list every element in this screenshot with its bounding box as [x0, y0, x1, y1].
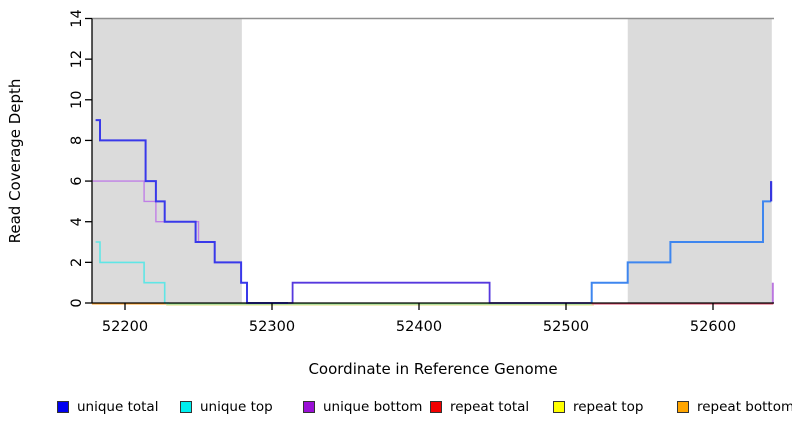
unique-total-left-line — [95, 119, 289, 304]
y-tick-label: 2 — [69, 258, 85, 267]
y-tick-label: 4 — [69, 217, 85, 226]
x-tick-label: 52300 — [249, 319, 295, 335]
legend-label: repeat total — [450, 399, 530, 415]
plot-area: 52200 52300 52400 52500 52600 0 2 4 6 8 10 12 14 — [69, 9, 774, 335]
x-axis-title: Coordinate in Reference Genome — [308, 360, 558, 378]
repeat-bottom-swatch-icon — [677, 401, 689, 413]
legend-label: repeat top — [573, 399, 644, 415]
y-axis-title: Read Coverage Depth — [6, 78, 24, 244]
x-tick-label: 52400 — [396, 319, 442, 335]
legend-item-unique-top: unique top — [180, 399, 273, 415]
y-tick-label: 6 — [69, 176, 85, 185]
unique-top-swatch-icon — [180, 401, 192, 413]
x-tick-label: 52600 — [690, 319, 736, 335]
legend-item-repeat-bottom: repeat bottom — [677, 399, 792, 415]
legend: unique total unique top unique bottom re… — [0, 399, 792, 423]
y-tick-label: 14 — [69, 9, 85, 27]
legend-label: unique total — [77, 399, 159, 415]
overlap-right-rise-line — [590, 200, 772, 303]
repeat-top-swatch-icon — [553, 401, 565, 413]
legend-item-unique-bottom: unique bottom — [303, 399, 422, 415]
legend-item-repeat-top: repeat top — [553, 399, 643, 415]
x-tick-label: 52200 — [102, 319, 148, 335]
y-tick-label: 8 — [69, 136, 85, 145]
chart-canvas: 52200 52300 52400 52500 52600 0 2 4 6 8 10 12 14 — [69, 9, 774, 335]
y-tick-label: 0 — [69, 298, 85, 307]
legend-item-repeat-total: repeat total — [430, 399, 529, 415]
legend-item-unique-total: unique total — [57, 399, 158, 415]
legend-label: repeat bottom — [697, 399, 792, 415]
legend-label: unique top — [200, 399, 273, 415]
y-tick-label: 12 — [69, 50, 85, 68]
unique-total-swatch-icon — [57, 401, 69, 413]
unique-bottom-swatch-icon — [303, 401, 315, 413]
y-tick-label: 10 — [69, 91, 85, 109]
x-tick-label: 52500 — [543, 319, 589, 335]
overlap-middle-one-line — [288, 281, 592, 304]
shaded-region — [91, 18, 242, 304]
legend-label: unique bottom — [323, 399, 423, 415]
unique-top-left-line — [95, 241, 170, 304]
repeat-total-swatch-icon — [430, 401, 442, 413]
shaded-region — [627, 18, 772, 304]
